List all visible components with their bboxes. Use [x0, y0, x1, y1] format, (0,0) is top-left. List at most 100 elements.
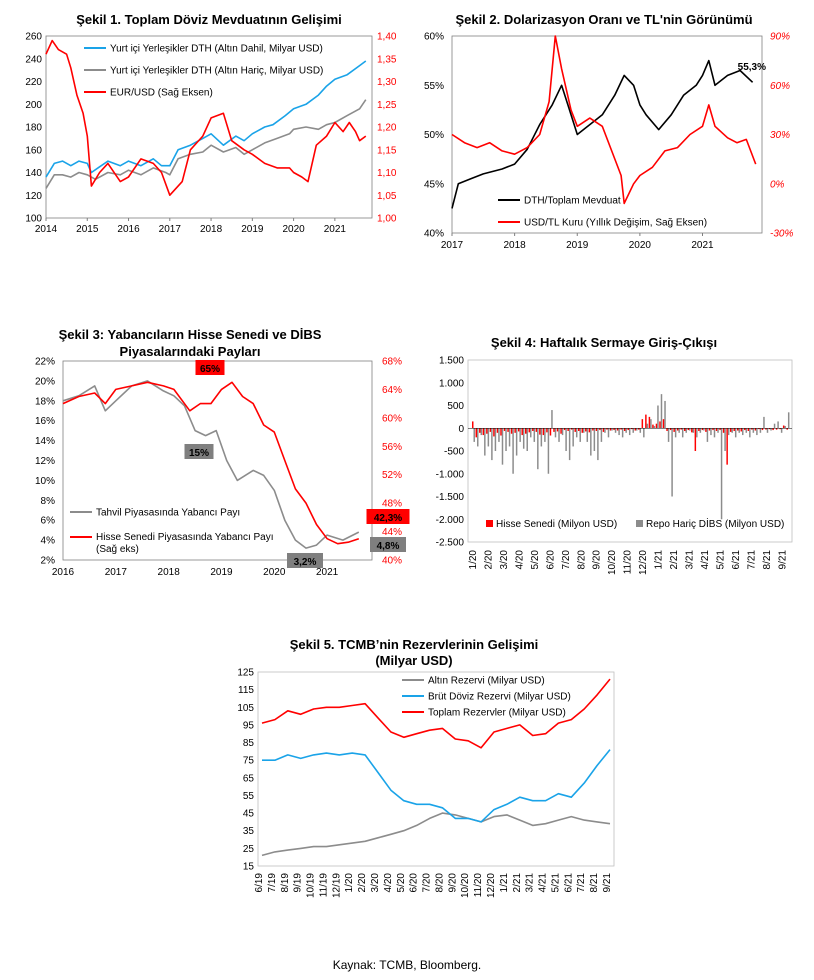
bar-1-72	[727, 428, 730, 436]
x-tick-label: 7/21	[746, 550, 757, 570]
bar-1-9	[505, 428, 507, 451]
bar-0-37	[602, 428, 605, 432]
x-tick-label: 10/20	[460, 873, 471, 898]
bar-0-30	[578, 428, 580, 431]
legend-swatch-0	[486, 520, 493, 527]
bar-0-36	[599, 428, 601, 431]
bar-0-39	[609, 428, 612, 431]
bar-1-38	[607, 428, 610, 438]
plot-frame	[257, 671, 615, 867]
bar-1-64	[699, 428, 702, 433]
bar-0-70	[719, 428, 721, 431]
bar-0-20	[542, 428, 545, 436]
bar-0-89	[786, 428, 788, 430]
y-tick-label: 22%	[35, 357, 55, 368]
bar-0-54	[662, 419, 665, 429]
y-tick-label: -2.500	[436, 538, 465, 549]
x-tick-label: 3/20	[499, 550, 510, 570]
chart-1: Şekil 1. Toplam Döviz Mevduatının Gelişi…	[25, 12, 397, 235]
bar-1-67	[710, 428, 712, 436]
bar-1-20	[544, 428, 546, 442]
bar-0-87	[779, 428, 781, 430]
bar-0-84	[768, 428, 771, 430]
x-tick-label: 11/19	[318, 873, 329, 898]
x-tick-label: 4/20	[383, 873, 394, 893]
x-tick-label: 9/21	[777, 550, 788, 570]
callout-label: 15%	[189, 448, 209, 459]
bar-1-40	[614, 428, 617, 433]
bar-0-23	[553, 428, 555, 432]
x-tick-label: 2020	[282, 224, 305, 235]
x-tick-label: 1/21	[654, 550, 665, 570]
bar-0-81	[758, 428, 760, 430]
bar-0-10	[507, 428, 509, 432]
bar-0-28	[570, 428, 573, 430]
x-tick-label: 7/19	[267, 873, 278, 893]
bar-1-2	[480, 428, 483, 436]
bar-1-27	[568, 428, 571, 461]
x-tick-label: 2017	[159, 224, 182, 235]
chart-title: Şekil 1. Toplam Döviz Mevduatının Gelişi…	[76, 12, 342, 27]
legend-label-0: Tahvil Piyasasında Yabancı Payı	[96, 508, 240, 519]
chart-title-line-1: Şekil 3: Yabancıların Hisse Senedi ve Dİ…	[59, 327, 322, 342]
legend-label-0: Altın Rezervi (Milyar USD)	[428, 676, 545, 687]
bar-1-46	[636, 428, 638, 431]
bar-0-77	[744, 428, 746, 431]
callout-label: 42,3%	[374, 513, 402, 524]
bar-0-69	[715, 428, 718, 431]
x-tick-label: 5/20	[530, 550, 541, 570]
bar-1-36	[600, 428, 603, 442]
bar-1-58	[678, 428, 680, 433]
bar-1-87	[780, 428, 783, 433]
bar-0-42	[620, 428, 622, 430]
y-tick-label: -500	[444, 447, 464, 458]
bar-0-66	[705, 428, 707, 432]
bar-1-35	[597, 428, 599, 461]
bar-0-55	[666, 428, 668, 431]
x-tick-label: 3/20	[370, 873, 381, 893]
bar-0-19	[539, 428, 541, 435]
legend-swatch-1	[636, 520, 643, 527]
bar-1-85	[773, 423, 776, 429]
y-tick-label: 10%	[35, 476, 55, 487]
chart-title-line-1: Şekil 5. TCMB’nin Rezervlerinin Gelişimi	[290, 637, 539, 652]
y-tick-label: 180	[25, 123, 42, 134]
bar-1-73	[731, 428, 733, 433]
x-tick-label: 10/20	[607, 550, 618, 575]
x-tick-label: 8/21	[762, 550, 773, 570]
bar-1-32	[586, 428, 589, 442]
bar-1-24	[558, 428, 560, 442]
chart-title: Şekil 2. Dolarizasyon Oranı ve TL'nin Gö…	[455, 12, 752, 27]
bar-1-55	[667, 428, 670, 442]
bar-0-4	[486, 428, 488, 434]
y2-tick-label: 1,15	[377, 145, 397, 156]
x-tick-label: 2014	[35, 224, 58, 235]
x-tick-label: 12/19	[331, 873, 342, 898]
x-tick-label: 2021	[324, 224, 347, 235]
x-tick-label: 2019	[241, 224, 264, 235]
x-tick-label: 2018	[158, 567, 181, 578]
y2-tick-label: 40%	[382, 556, 402, 567]
y-tick-label: 200	[25, 100, 42, 111]
legend-label-1: Hisse Senedi Piyasasında Yabancı Payı	[96, 532, 274, 543]
y2-tick-label: 1,05	[377, 191, 397, 202]
x-tick-label: 2016	[52, 567, 75, 578]
last-value-annotation: 55,3%	[738, 62, 766, 73]
y2-tick-label: 1,40	[377, 32, 397, 43]
bar-1-80	[756, 428, 758, 436]
bar-1-70	[720, 428, 723, 520]
y-tick-label: 14%	[35, 436, 55, 447]
bar-1-48	[643, 428, 645, 438]
x-tick-label: 2018	[200, 224, 223, 235]
bar-0-0	[472, 421, 474, 429]
y-tick-label: 45%	[424, 179, 444, 190]
x-tick-label: 2015	[76, 224, 99, 235]
series-line-2	[261, 678, 611, 749]
x-tick-label: 4/20	[514, 550, 525, 570]
bar-1-7	[498, 428, 500, 442]
x-tick-label: 5/21	[550, 873, 561, 893]
source-note: Kaynak: TCMB, Bloomberg.	[332, 958, 482, 972]
bar-1-5	[491, 428, 493, 461]
y-tick-label: 55	[243, 791, 255, 802]
